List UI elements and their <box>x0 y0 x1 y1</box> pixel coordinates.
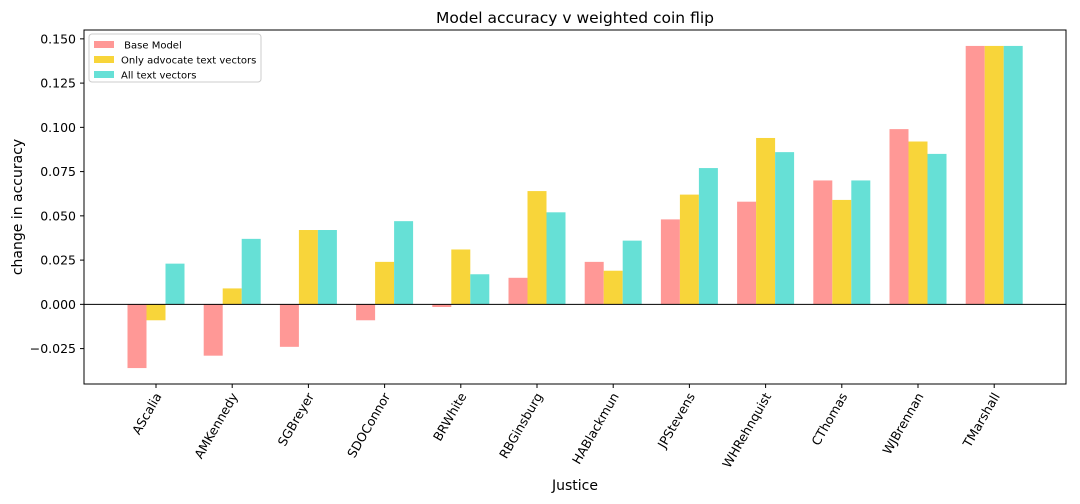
bar-WHRehnquist-1 <box>737 201 757 305</box>
bars-group <box>127 45 1023 369</box>
x-tick-label: TMarshall <box>959 390 1003 451</box>
bar-WJBrennan-1 <box>889 129 909 305</box>
plot-frame <box>83 29 1067 385</box>
x-axis-label: Justice <box>551 478 598 494</box>
bar-SGBreyer-2 <box>298 230 318 305</box>
bar-SGBreyer-3 <box>317 230 337 305</box>
bar-WHRehnquist-3 <box>775 152 795 305</box>
legend-label: All text vectors <box>121 71 196 82</box>
x-tick-label: RBGinsburg <box>496 390 546 461</box>
y-axis-label: change in accuracy <box>10 139 26 275</box>
bar-SDOConnor-3 <box>394 221 414 305</box>
x-tick-label: AMKennedy <box>191 389 241 461</box>
bar-TMarshall-1 <box>965 45 985 305</box>
y-axis: −0.025 0.000 0.025 0.050 0.075 0.100 0.125 0.15… <box>30 31 84 356</box>
bar-RBGinsburg-3 <box>546 212 566 305</box>
bar-RBGinsburg-1 <box>508 277 528 305</box>
bar-SDOConnor-2 <box>375 261 395 305</box>
y-tick-label: 0.000 <box>40 297 76 312</box>
x-tick-label: WHRehnquist <box>719 390 774 470</box>
legend-swatch <box>94 71 114 78</box>
y-tick-label: 0.125 <box>40 76 76 91</box>
x-tick-label: JPStevens <box>654 390 698 451</box>
legend-box <box>88 33 262 83</box>
bar-CThomas-2 <box>832 199 852 305</box>
bar-TMarshall-2 <box>984 45 1004 305</box>
x-tick-label: WJBrennan <box>879 390 926 457</box>
bar-WHRehnquist-2 <box>756 137 776 305</box>
bar-TMarshall-3 <box>1003 45 1023 305</box>
bar-HABlackmun-2 <box>603 270 623 305</box>
bar-RBGinsburg-2 <box>527 191 547 305</box>
y-tick-label: 0.100 <box>40 120 76 135</box>
x-tick-label: BRWhite <box>430 390 470 444</box>
legend-label: Only advocate text vectors <box>121 56 256 67</box>
y-tick-label: 0.150 <box>40 31 76 46</box>
legend-swatch <box>94 56 114 63</box>
x-tick-label: SGBreyer <box>275 389 318 448</box>
bar-BRWhite-3 <box>470 274 490 305</box>
y-tick-label: 0.075 <box>40 164 76 179</box>
bar-CThomas-3 <box>851 180 871 305</box>
y-tick-label: −0.025 <box>30 341 76 356</box>
bar-SDOConnor-1 <box>356 304 376 321</box>
legend-label: Base Model <box>121 41 182 52</box>
bar-AMKennedy-3 <box>241 238 261 305</box>
y-tick-label: 0.025 <box>40 253 76 268</box>
bar-JPStevens-3 <box>698 168 718 305</box>
x-tick-label: HABlackmun <box>569 390 622 467</box>
bar-AScalia-2 <box>146 304 166 321</box>
x-tick-label: SDOConnor <box>344 389 394 460</box>
bar-HABlackmun-1 <box>584 261 604 305</box>
x-axis: AScalia AMKennedy SGBreyer SDOConnor BRWhite… <box>129 384 1003 470</box>
bar-BRWhite-2 <box>451 249 471 305</box>
x-tick-label: AScalia <box>129 390 165 437</box>
bar-BRWhite-1 <box>432 304 452 307</box>
bar-AMKennedy-2 <box>222 288 242 305</box>
bar-WJBrennan-3 <box>927 153 947 305</box>
bar-JPStevens-1 <box>660 219 680 305</box>
bar-AScalia-3 <box>165 263 185 305</box>
bar-AMKennedy-1 <box>203 304 223 356</box>
bar-SGBreyer-1 <box>279 304 299 347</box>
legend-swatch <box>94 41 114 48</box>
bar-WJBrennan-2 <box>908 141 928 305</box>
chart-title: Model accuracy v weighted coin flip <box>436 9 714 27</box>
legend: Base Model Only advocate text vectors All … <box>88 33 262 83</box>
x-tick-label: CThomas <box>808 390 850 448</box>
y-tick-label: 0.050 <box>40 208 76 223</box>
bar-CThomas-1 <box>813 180 833 305</box>
bar-JPStevens-2 <box>679 194 699 305</box>
bar-AScalia-1 <box>127 304 147 369</box>
bar-HABlackmun-3 <box>622 240 642 305</box>
